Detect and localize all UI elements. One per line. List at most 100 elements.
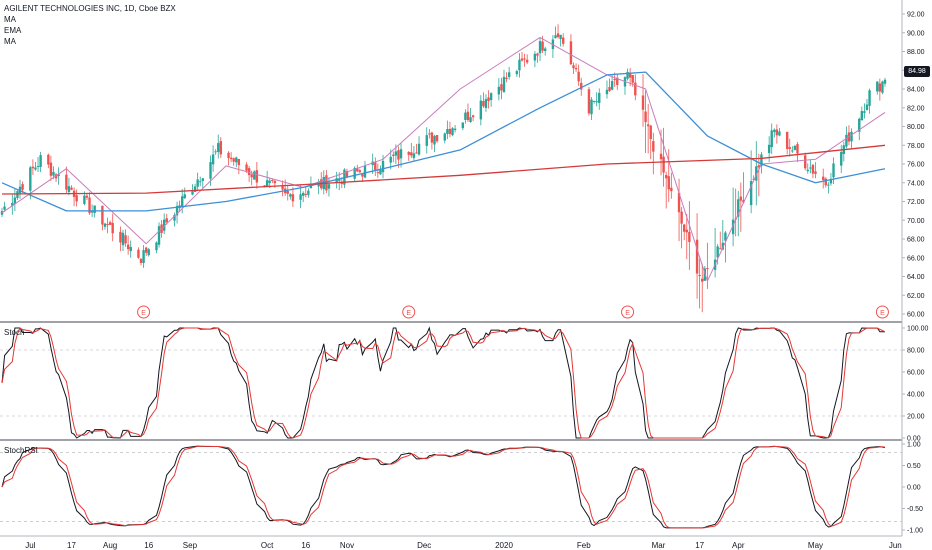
indicator-ma-fast-label[interactable]: MA [4,15,16,24]
candle-body [479,100,483,120]
indicator-ma-slow-label[interactable]: MA [4,37,16,46]
candle-body [446,129,449,134]
candle-body [183,194,186,199]
ma-fast-line [1,36,886,282]
candle-body [505,77,508,80]
candle-body [209,162,212,179]
candle-body [338,179,341,181]
candle-body [598,92,601,104]
candle-body [88,197,91,213]
candle-body [229,157,233,160]
candle-body [876,81,879,92]
candle-body [724,232,727,241]
price-axis-tick: 72.00 [907,199,925,206]
candle-body [487,97,490,102]
candle-body [448,128,452,134]
candle-body [590,99,593,115]
candle-body [389,156,392,163]
candle-body [749,181,753,206]
candle-body [245,164,248,171]
candle-body [271,179,274,181]
candle-body [18,186,22,194]
candle-body [773,129,776,133]
price-axis-tick: 76.00 [907,162,925,169]
candle-body [742,200,745,203]
candle-body [500,84,503,91]
time-axis-tick: Jul [25,541,35,550]
candle-body [646,124,650,127]
price-axis-tick: 68.00 [907,237,925,244]
candle-body [129,246,132,252]
candle-body [574,67,578,70]
candle-body [685,229,688,233]
candle-body [698,275,701,277]
candle-body [415,152,418,154]
candle-body [201,178,204,181]
candle-body [634,82,637,96]
price-axis-tick: 70.00 [907,218,925,225]
candle-body [608,87,611,91]
candle-body [108,222,112,225]
candle-body [126,244,130,250]
candle-body [199,181,202,183]
time-axis-tick: Dec [417,541,431,550]
indicator-ema-label[interactable]: EMA [4,26,22,35]
candle-body [430,132,434,143]
stoch-axis-tick: 20.00 [907,414,925,421]
candle-body [536,53,539,56]
candle-body [147,249,150,256]
candle-body [592,100,596,102]
price-axis-tick: 62.00 [907,293,925,300]
candle-body [451,128,454,136]
candle-body [90,210,94,213]
candle-body [554,35,557,39]
candle-body [407,151,410,155]
price-axis-tick: 80.00 [907,124,925,131]
candle-body [613,78,616,81]
time-axis-tick: May [808,541,823,550]
candle-body [731,219,735,235]
candle-body [124,235,127,244]
candle-body [543,48,547,52]
candle-body [67,186,71,193]
price-axis-tick: 90.00 [907,30,925,37]
price-axis-tick: 60.00 [907,312,925,319]
candle-body [770,130,773,148]
candle-body [139,258,143,263]
time-axis-tick: 2020 [495,541,513,550]
candle-body [191,191,194,195]
stochrsi-axis-tick: 1.00 [907,442,921,449]
candle-body [327,184,331,189]
candle-body [670,187,673,192]
earnings-marker-label: E [406,310,411,317]
candle-body [83,195,86,204]
candle-body [803,155,807,169]
candle-body [374,162,377,171]
candle-body [157,226,161,245]
candle-body [845,134,848,147]
time-axis-tick: Sep [183,541,198,550]
earnings-marker [621,305,635,319]
candle-body [412,153,416,158]
candle-body [299,194,302,200]
candle-body [755,166,758,181]
candle-body [214,151,217,153]
candle-body [793,145,797,150]
time-axis-tick: Aug [103,541,117,550]
candle-body [559,34,562,40]
candle-body [304,194,307,196]
candle-body [572,65,575,69]
last-price-tag: 84.98 [904,66,930,77]
candle-body [16,191,19,199]
price-axis-tick: 84.00 [907,87,925,94]
candle-body [428,133,431,135]
candle-body [253,171,256,180]
candle-body [335,178,338,183]
candle-body [667,176,670,190]
candle-body [497,86,501,95]
candle-body [840,151,843,166]
candle-body [580,82,583,90]
candle-body [255,170,259,183]
stochrsi-axis-tick: -1.00 [907,528,923,535]
